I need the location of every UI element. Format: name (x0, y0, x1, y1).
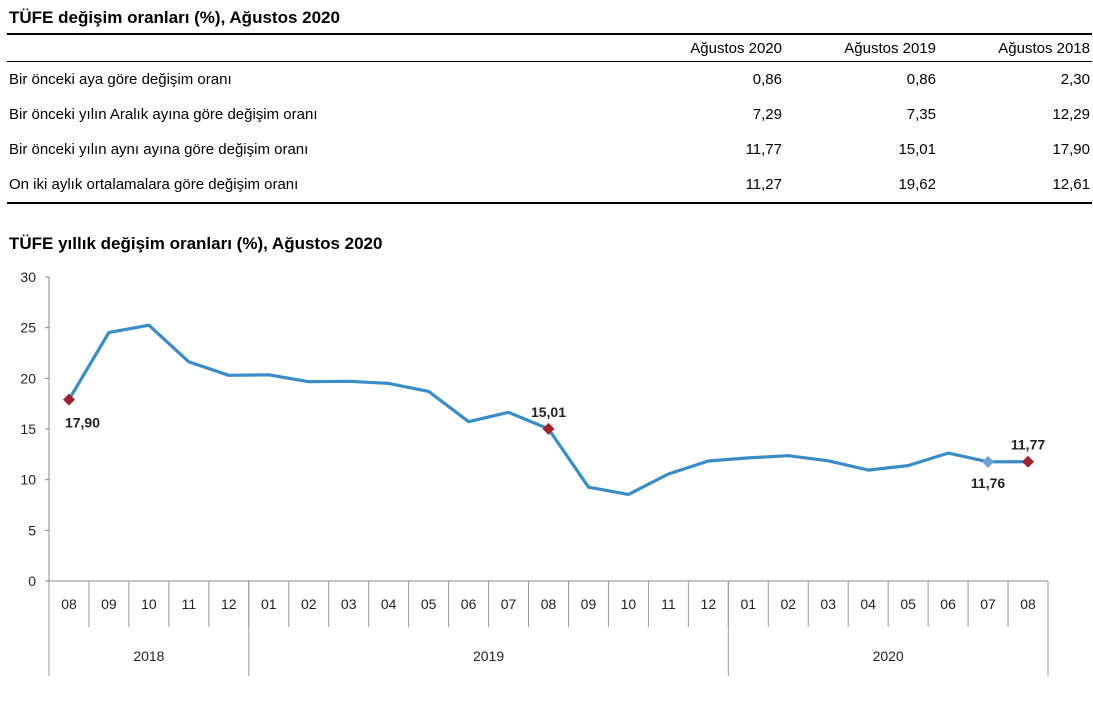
table-row: Bir önceki yılın Aralık ayına göre değiş… (7, 97, 1092, 132)
x-tick-label: 12 (701, 596, 717, 612)
x-group-label: 2018 (133, 648, 164, 664)
table-row: On iki aylık ortalamalara göre değişim o… (7, 167, 1092, 203)
table-title: TÜFE değişim oranları (%), Ağustos 2020 (9, 8, 340, 27)
x-tick-label: 04 (860, 596, 876, 612)
cell-value: 0,86 (752, 71, 782, 88)
x-tick-label: 02 (780, 596, 796, 612)
data-label: 15,01 (531, 404, 566, 420)
rates-table: Ağustos 2020 Ağustos 2019 Ağustos 2018 B… (7, 33, 1092, 204)
x-tick-label: 11 (182, 596, 197, 612)
x-tick-label: 08 (541, 596, 557, 612)
x-tick-label: 07 (501, 596, 517, 612)
data-label: 11,76 (971, 475, 1005, 491)
cell-value: 17,90 (1052, 141, 1090, 158)
x-tick-label: 08 (61, 596, 77, 612)
cell-value: 0,86 (906, 71, 936, 88)
cell-value: 7,29 (752, 106, 782, 123)
x-tick-label: 04 (381, 596, 397, 612)
x-tick-label: 11 (661, 596, 676, 612)
y-tick-label: 15 (20, 421, 36, 437)
x-tick-label: 12 (221, 596, 237, 612)
y-tick-label: 0 (28, 573, 36, 589)
cell-value: 7,35 (906, 106, 936, 123)
y-tick-label: 25 (20, 320, 36, 336)
data-label: 11,77 (1011, 437, 1045, 453)
table-row: Bir önceki yılın aynı ayına göre değişim… (7, 132, 1092, 167)
x-group-label: 2020 (873, 648, 904, 664)
x-group-label: 2019 (473, 648, 504, 664)
table-row: Bir önceki aya göre değişim oranı 0,86 0… (7, 62, 1092, 98)
x-tick-label: 02 (301, 596, 317, 612)
y-tick-label: 10 (20, 472, 36, 488)
cell-value: 15,01 (898, 141, 936, 158)
y-tick-label: 20 (20, 370, 36, 386)
x-tick-label: 06 (461, 596, 477, 612)
cell-value: 12,29 (1052, 106, 1090, 123)
table-header-empty (7, 34, 647, 62)
x-tick-label: 01 (261, 596, 277, 612)
row-label: Bir önceki yılın aynı ayına göre değişim… (9, 141, 309, 158)
table-header-row: Ağustos 2020 Ağustos 2019 Ağustos 2018 (7, 34, 1092, 62)
x-tick-label: 05 (421, 596, 437, 612)
data-point-marker (62, 393, 75, 406)
x-tick-label: 05 (900, 596, 916, 612)
x-tick-label: 08 (1020, 596, 1036, 612)
cell-value: 19,62 (898, 176, 936, 193)
row-label: Bir önceki yılın Aralık ayına göre değiş… (9, 106, 318, 123)
data-point-marker (542, 422, 555, 435)
cell-value: 2,30 (1060, 71, 1090, 88)
table-header-aug-2019: Ağustos 2019 (784, 34, 938, 62)
x-tick-label: 10 (141, 596, 157, 612)
row-label: On iki aylık ortalamalara göre değişim o… (9, 176, 299, 193)
table-header-aug-2018: Ağustos 2018 (938, 34, 1092, 62)
x-tick-label: 10 (621, 596, 637, 612)
y-tick-label: 5 (28, 522, 36, 538)
table-header-aug-2020: Ağustos 2020 (647, 34, 784, 62)
x-tick-label: 03 (341, 596, 357, 612)
x-tick-label: 09 (101, 596, 117, 612)
cell-value: 11,27 (745, 176, 782, 193)
chart-title: TÜFE yıllık değişim oranları (%), Ağusto… (9, 234, 383, 253)
row-label: Bir önceki aya göre değişim oranı (9, 71, 232, 88)
x-tick-label: 06 (940, 596, 956, 612)
y-tick-label: 30 (20, 269, 36, 285)
data-label: 17,90 (65, 415, 100, 431)
cell-value: 12,61 (1052, 176, 1090, 193)
x-tick-label: 03 (820, 596, 836, 612)
data-point-marker (982, 455, 995, 468)
x-tick-label: 01 (741, 596, 757, 612)
x-tick-label: 09 (581, 596, 597, 612)
data-point-marker (1022, 455, 1035, 468)
cell-value: 11,77 (745, 141, 782, 158)
x-tick-label: 07 (980, 596, 996, 612)
